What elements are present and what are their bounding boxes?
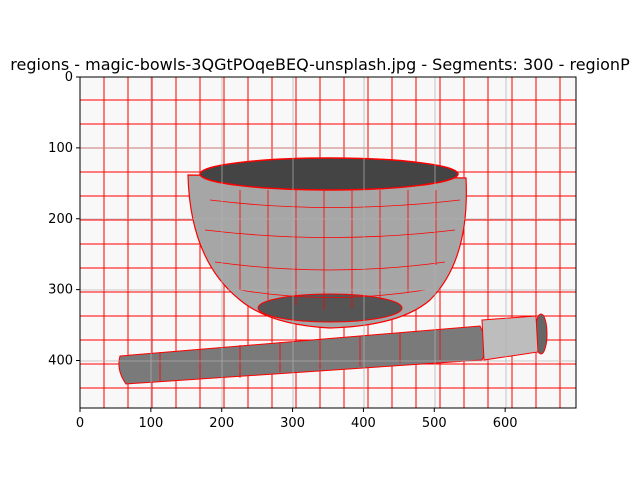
- chart-title: regions - magic-bowls-3QGtPOqeBEQ-unspla…: [10, 55, 630, 74]
- bowl-base: [257, 293, 403, 323]
- x-tick-label: 200: [209, 416, 234, 431]
- axis-ticks: 0 100 200 300 400 500 600 0 100 200 300 400: [48, 70, 517, 431]
- y-tick-label: 300: [48, 283, 73, 298]
- x-tick-label: 400: [351, 416, 376, 431]
- y-tick-label: 200: [48, 212, 73, 227]
- x-tick-label: 300: [280, 416, 305, 431]
- x-tick-label: 600: [493, 416, 518, 431]
- rolling-pin-handle: [481, 315, 539, 361]
- y-tick-label: 400: [48, 354, 73, 369]
- x-tick-label: 0: [76, 416, 84, 431]
- segmented-image: [79, 76, 577, 409]
- bowl-cells: [204, 190, 461, 310]
- bowl-rim: [199, 157, 459, 191]
- y-tick-label: 100: [48, 141, 73, 156]
- rolling-pin-cells: [159, 330, 441, 382]
- x-tick-label: 500: [422, 416, 447, 431]
- x-tick-label: 100: [138, 416, 163, 431]
- axes-frame: [79, 76, 577, 409]
- y-tick-label: 0: [65, 70, 73, 85]
